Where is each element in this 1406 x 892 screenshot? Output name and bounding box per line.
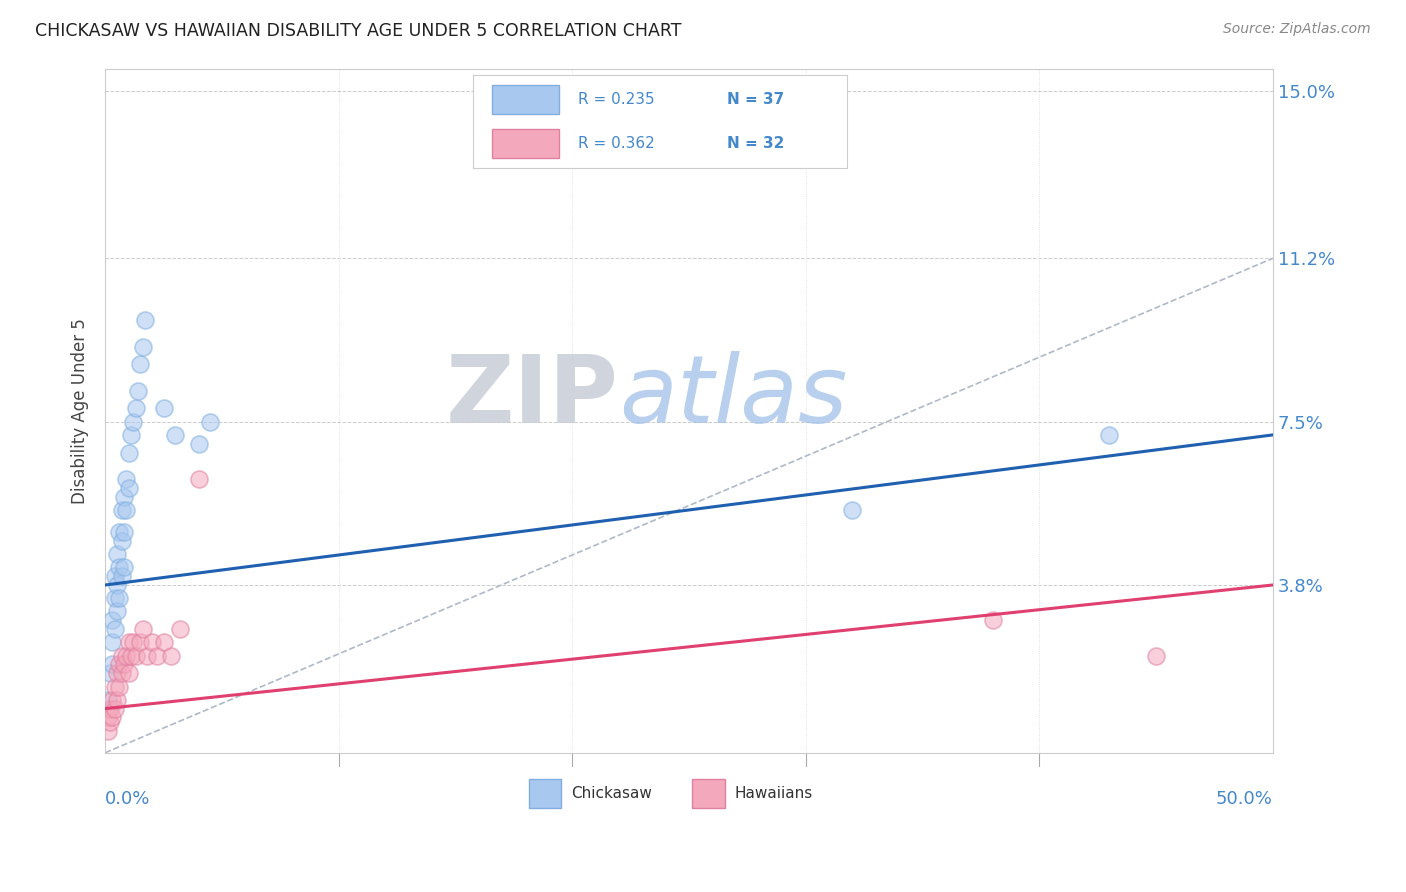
Point xyxy=(101,710,124,724)
Point xyxy=(96,723,118,738)
Point xyxy=(841,503,863,517)
Point xyxy=(141,635,163,649)
Point xyxy=(134,313,156,327)
Text: 50.0%: 50.0% xyxy=(1216,790,1272,808)
Text: atlas: atlas xyxy=(619,351,848,442)
Point xyxy=(98,666,121,681)
Point xyxy=(187,436,209,450)
Text: ZIP: ZIP xyxy=(446,351,619,443)
Point xyxy=(122,635,145,649)
Point xyxy=(159,648,181,663)
Point xyxy=(1144,648,1167,663)
Point xyxy=(103,622,125,636)
Point xyxy=(110,533,132,548)
Point xyxy=(108,657,131,672)
Point xyxy=(120,428,142,442)
Point xyxy=(101,613,124,627)
Point xyxy=(200,415,222,429)
Point xyxy=(101,657,124,672)
Point xyxy=(115,503,138,517)
Point xyxy=(110,666,132,681)
Point xyxy=(152,635,174,649)
Point xyxy=(129,357,152,371)
Point xyxy=(110,569,132,583)
Point xyxy=(115,648,138,663)
Point xyxy=(131,340,153,354)
Point xyxy=(117,481,139,495)
Point xyxy=(127,384,149,398)
Point xyxy=(122,415,145,429)
Point xyxy=(105,547,128,561)
Point xyxy=(117,445,139,459)
Point xyxy=(110,503,132,517)
Point xyxy=(145,648,167,663)
Point xyxy=(101,692,124,706)
Point xyxy=(103,701,125,715)
Point xyxy=(129,635,152,649)
Point xyxy=(131,622,153,636)
Point xyxy=(152,401,174,416)
Text: 0.0%: 0.0% xyxy=(105,790,150,808)
Point xyxy=(136,648,159,663)
Point xyxy=(105,578,128,592)
Point xyxy=(105,605,128,619)
Point xyxy=(103,569,125,583)
Point xyxy=(981,613,1004,627)
Point xyxy=(169,622,191,636)
Point xyxy=(112,524,135,539)
Point xyxy=(108,680,131,694)
Point xyxy=(115,472,138,486)
Point xyxy=(105,692,128,706)
Point xyxy=(105,666,128,681)
Point xyxy=(108,560,131,574)
Point xyxy=(108,591,131,606)
Point xyxy=(124,401,146,416)
Point xyxy=(98,701,121,715)
Point xyxy=(108,524,131,539)
Point xyxy=(187,472,209,486)
Point xyxy=(124,648,146,663)
Point xyxy=(120,648,142,663)
Point xyxy=(117,666,139,681)
Point xyxy=(117,635,139,649)
Text: CHICKASAW VS HAWAIIAN DISABILITY AGE UNDER 5 CORRELATION CHART: CHICKASAW VS HAWAIIAN DISABILITY AGE UND… xyxy=(35,22,682,40)
Point xyxy=(112,490,135,504)
Point xyxy=(101,635,124,649)
Point xyxy=(98,714,121,729)
Point xyxy=(103,680,125,694)
Point xyxy=(112,560,135,574)
Text: Source: ZipAtlas.com: Source: ZipAtlas.com xyxy=(1223,22,1371,37)
Point xyxy=(1098,428,1121,442)
Point xyxy=(103,591,125,606)
Y-axis label: Disability Age Under 5: Disability Age Under 5 xyxy=(72,318,89,504)
Point xyxy=(96,710,118,724)
Point xyxy=(165,428,187,442)
Point xyxy=(112,657,135,672)
Point xyxy=(110,648,132,663)
Point xyxy=(96,692,118,706)
